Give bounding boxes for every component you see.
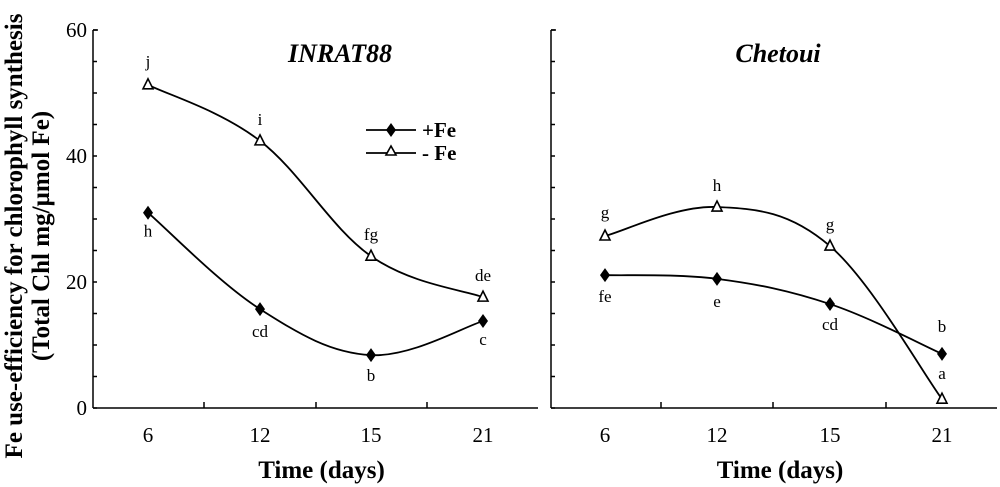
y-tick-label: 40 xyxy=(66,144,87,168)
chart-panel-0: 0 20 40 60 6 12 15 21 Time (days) INRAT88 h cd b c j i f… xyxy=(66,18,538,484)
series-line-plus-fe xyxy=(147,212,484,356)
y-tick-label: 60 xyxy=(66,18,87,42)
data-point-triangle xyxy=(476,289,490,302)
y-tick-label: 0 xyxy=(77,396,88,420)
x-tick-label: 12 xyxy=(707,423,728,447)
data-point-triangle xyxy=(141,77,155,90)
significance-letter: h xyxy=(713,176,722,195)
data-point-diamond xyxy=(478,314,488,329)
legend-triangle-marker xyxy=(384,144,398,156)
significance-letter: de xyxy=(475,266,491,285)
data-point-diamond xyxy=(937,346,947,361)
x-tick-label: 15 xyxy=(820,423,841,447)
x-axis-title: Time (days) xyxy=(258,457,385,484)
significance-letter: b xyxy=(367,366,376,385)
data-point-triangle xyxy=(364,248,378,261)
data-point-triangle xyxy=(935,391,949,404)
significance-letter: c xyxy=(479,330,487,349)
significance-letter: g xyxy=(826,215,835,234)
panel-title: Chetoui xyxy=(735,39,821,68)
significance-letter: fe xyxy=(598,287,611,306)
data-point-triangle xyxy=(710,199,724,212)
x-tick-label: 21 xyxy=(932,423,953,447)
data-point-triangle xyxy=(598,228,612,241)
data-point-triangle xyxy=(823,238,837,251)
data-point-diamond xyxy=(366,348,376,363)
x-axis-title: Time (days) xyxy=(717,457,844,484)
data-point-triangle xyxy=(253,133,267,146)
significance-letter: fg xyxy=(364,225,379,244)
data-point-diamond xyxy=(600,268,610,283)
significance-letter: b xyxy=(938,317,947,336)
x-tick-label: 6 xyxy=(143,423,154,447)
legend: +Fe - Fe xyxy=(366,118,456,165)
y-axis-title-line2: (Total Chl mg/µmol Fe) xyxy=(28,111,55,361)
x-tick-label: 15 xyxy=(361,423,382,447)
data-point-diamond xyxy=(255,302,265,317)
series-line-minus-fe xyxy=(147,84,484,298)
significance-letter: h xyxy=(144,222,153,241)
data-point-diamond xyxy=(825,297,835,312)
x-tick-label: 21 xyxy=(473,423,494,447)
series-line-plus-fe xyxy=(604,274,943,355)
significance-letter: g xyxy=(601,203,610,222)
panel-title: INRAT88 xyxy=(287,39,392,68)
series-line-minus-fe xyxy=(604,206,943,400)
significance-letter: i xyxy=(258,110,263,129)
legend-label-plus-fe: +Fe xyxy=(422,118,456,142)
significance-letter: cd xyxy=(822,315,839,334)
x-tick-label: 12 xyxy=(250,423,271,447)
significance-letter: j xyxy=(145,52,151,71)
significance-letter: a xyxy=(938,364,946,383)
y-axis-title-line1: Fe use-efficiency for chlorophyll synthe… xyxy=(1,13,28,458)
data-point-diamond xyxy=(143,205,153,220)
legend-label-minus-fe: - Fe xyxy=(422,141,456,165)
y-tick-label: 20 xyxy=(66,270,87,294)
data-point-diamond xyxy=(712,271,722,286)
x-tick-label: 6 xyxy=(600,423,611,447)
legend-diamond-marker xyxy=(386,123,396,137)
significance-letter: e xyxy=(713,292,721,311)
significance-letter: cd xyxy=(252,322,269,341)
chart-panel-1: 6 12 15 21 Time (days) Chetoui fe e cd b g h g a xyxy=(550,29,997,484)
